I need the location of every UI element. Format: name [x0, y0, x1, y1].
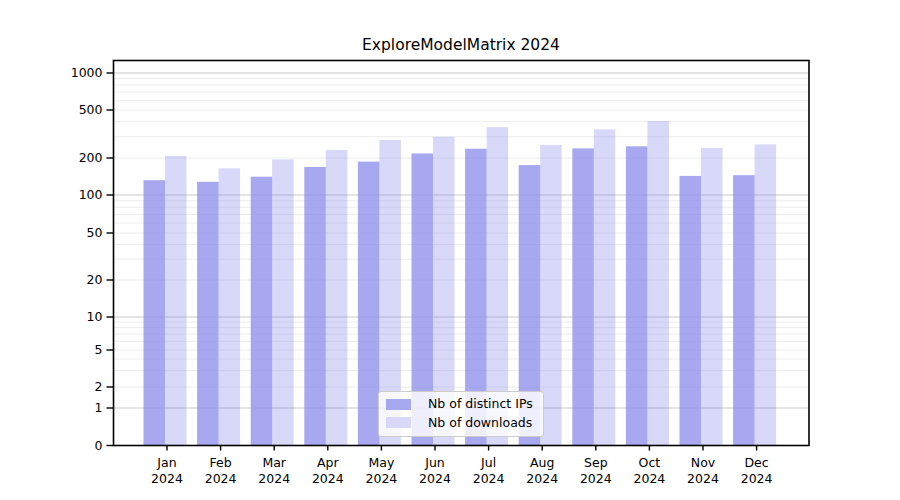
- bar: [594, 129, 616, 445]
- bar: [733, 175, 755, 445]
- legend: Nb of distinct IPs Nb of downloads: [378, 391, 544, 437]
- bar: [755, 144, 777, 445]
- legend-swatch-downloads: [386, 417, 411, 428]
- x-tick-label: Jan2024: [151, 455, 183, 487]
- legend-label-downloads: Nb of downloads: [428, 417, 532, 430]
- bar: [680, 176, 702, 446]
- legend-item-distinct-ips: Nb of distinct IPs: [386, 398, 533, 411]
- y-axis: 0 1 2 5 10 20 50 100 200 500 1000: [71, 65, 114, 453]
- x-tick-label: Oct2024: [633, 455, 665, 487]
- y-tick-label: 2: [95, 379, 103, 394]
- y-tick-label: 10: [87, 309, 103, 324]
- x-tick-label: Mar2024: [258, 455, 290, 487]
- bar: [304, 167, 326, 446]
- bar: [251, 177, 273, 446]
- legend-label-distinct-ips: Nb of distinct IPs: [428, 398, 533, 411]
- x-tick-label: Apr2024: [312, 455, 344, 487]
- bar: [572, 148, 594, 445]
- x-tick-label: Nov2024: [687, 455, 719, 487]
- x-tick-label: Aug2024: [526, 455, 558, 487]
- bar: [272, 159, 294, 445]
- x-tick-label: Feb2024: [205, 455, 237, 487]
- bar: [219, 168, 241, 445]
- y-tick-label: 100: [79, 187, 103, 202]
- y-tick-label: 200: [79, 150, 103, 165]
- bar: [358, 162, 380, 446]
- x-tick-label: Jul2024: [473, 455, 505, 487]
- y-tick-label: 0: [95, 438, 103, 453]
- bar: [326, 150, 348, 446]
- bar: [144, 180, 166, 445]
- bar: [701, 148, 723, 446]
- legend-item-downloads: Nb of downloads: [386, 417, 533, 430]
- y-tick-label: 1: [95, 400, 103, 415]
- x-tick-label: Jun2024: [419, 455, 451, 487]
- bar: [165, 156, 187, 446]
- y-tick-label: 50: [87, 225, 103, 240]
- y-tick-label: 500: [79, 102, 103, 117]
- y-tick-label: 1000: [71, 65, 103, 80]
- x-tick-label: May2024: [365, 455, 397, 487]
- x-axis: Jan2024 Feb2024 Mar2024 Apr2024 May2024 Jun20…: [151, 446, 772, 487]
- legend-swatch-distinct-ips: [386, 399, 411, 410]
- bar: [626, 146, 648, 445]
- bar: [197, 182, 219, 446]
- x-tick-label: Dec2024: [741, 455, 773, 487]
- y-tick-label: 20: [87, 272, 103, 287]
- bar: [647, 121, 669, 446]
- x-tick-label: Sep2024: [580, 455, 612, 487]
- chart-figure: ExploreModelMatrix 2024 0125102050100200…: [0, 0, 900, 500]
- y-tick-label: 5: [95, 342, 103, 357]
